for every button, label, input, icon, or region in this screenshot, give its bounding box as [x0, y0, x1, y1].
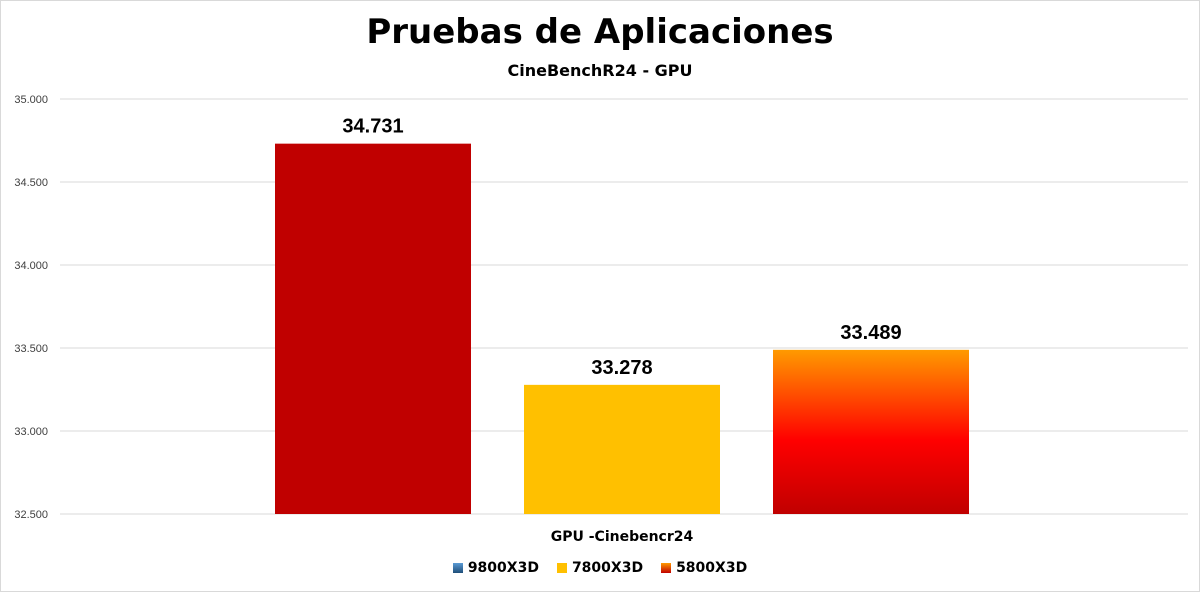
y-tick-label: 33.000 [14, 426, 48, 438]
bar-5800x3d [773, 349, 969, 514]
legend-label: 7800X3D [571, 560, 644, 576]
legend-item-5800x3d: 5800X3D [661, 560, 747, 576]
chart-title: Pruebas de Aplicaciones [366, 12, 834, 52]
legend-item-7800x3d: 7800X3D [556, 560, 644, 576]
chart-subtitle: CineBenchR24 - GPU [507, 61, 693, 80]
legend-swatch [452, 563, 463, 573]
y-tick-label: 35.000 [14, 94, 48, 106]
data-label-5800x3d: 33.489 [840, 322, 901, 344]
data-label-7800x3d: 33.278 [591, 357, 652, 379]
y-tick-label: 34.000 [14, 260, 48, 272]
legend-label: 5800X3D [676, 560, 748, 576]
legend-item-9800x3d: 9800X3D [452, 560, 539, 576]
bar-9800x3d [275, 143, 471, 515]
x-category-label: GPU -Cinebencr24 [551, 529, 694, 545]
y-tick-label: 32.500 [14, 509, 48, 521]
legend-label: 9800X3D [467, 560, 539, 576]
chart-legend: 9800X3D 7800X3D 5800X3D [0, 560, 1200, 576]
bar-7800x3d [524, 384, 720, 514]
legend-swatch [661, 563, 672, 573]
y-tick-label: 33.500 [14, 343, 48, 355]
data-label-9800x3d: 34.731 [342, 116, 403, 138]
legend-swatch [556, 563, 567, 573]
y-tick-label: 34.500 [14, 177, 48, 189]
